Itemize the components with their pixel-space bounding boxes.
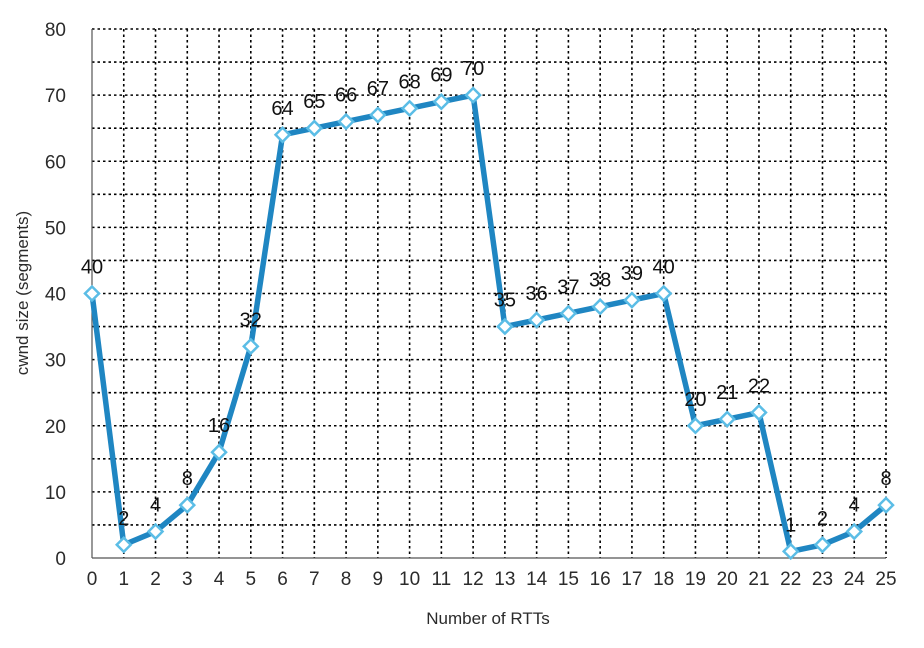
y-tick-label: 40 <box>45 285 66 306</box>
x-tick-label: 18 <box>653 569 674 590</box>
data-point-marker <box>496 317 514 336</box>
x-tick-label: 8 <box>341 569 352 590</box>
data-point-marker <box>781 542 800 561</box>
x-axis-ticks: 0 1 2 3 4 5 6 7 8 9 10 11 12 13 14 15 16 17 18 19 20 21 22 23 24… <box>87 569 897 590</box>
x-tick-label: 22 <box>780 569 801 590</box>
x-tick-label: 4 <box>214 569 225 590</box>
x-tick-label: 0 <box>87 569 98 590</box>
x-tick-label: 5 <box>246 569 257 590</box>
y-tick-label: 60 <box>45 152 66 173</box>
x-tick-label: 12 <box>463 569 484 590</box>
x-tick-label: 13 <box>494 569 515 590</box>
y-axis-ticks: 0 10 20 30 40 50 60 70 80 <box>45 20 66 570</box>
data-label: 69 <box>430 65 452 87</box>
data-label: 38 <box>589 270 611 292</box>
y-tick-label: 70 <box>45 86 66 107</box>
data-label: 1 <box>785 514 796 536</box>
data-point-marker <box>83 284 101 303</box>
data-point-marker <box>877 496 895 514</box>
data-label: 8 <box>182 468 193 490</box>
data-label: 21 <box>716 382 738 404</box>
data-label: 35 <box>494 290 516 312</box>
x-tick-label: 1 <box>118 569 129 590</box>
x-axis-title: Number of RTTs <box>426 609 549 628</box>
data-label: 68 <box>398 71 420 93</box>
data-label: 70 <box>462 58 484 80</box>
data-point-marker <box>559 304 578 323</box>
series-polyline <box>89 92 889 555</box>
x-tick-label: 16 <box>590 569 611 590</box>
data-label: 37 <box>557 276 579 298</box>
data-point-marker <box>623 291 641 309</box>
series-line <box>89 92 889 555</box>
data-point-marker <box>273 126 292 144</box>
data-label: 2 <box>817 508 828 530</box>
data-label: 39 <box>621 263 643 285</box>
x-tick-label: 11 <box>431 569 451 590</box>
data-label: 2 <box>118 508 129 530</box>
data-point-marker <box>369 106 387 124</box>
data-point-marker <box>845 522 864 541</box>
x-tick-label: 19 <box>685 569 706 590</box>
x-tick-label: 20 <box>717 569 738 590</box>
y-tick-label: 50 <box>45 218 66 239</box>
data-point-marker <box>718 410 736 428</box>
data-point-marker <box>400 99 419 118</box>
y-tick-label: 80 <box>45 20 66 41</box>
y-tick-label: 30 <box>45 351 66 372</box>
x-tick-label: 15 <box>558 569 579 590</box>
data-point-marker <box>178 496 197 514</box>
x-tick-label: 23 <box>812 569 833 590</box>
x-tick-label: 25 <box>875 569 896 590</box>
grid-lines <box>92 29 886 558</box>
data-label: 4 <box>849 495 860 517</box>
series-points <box>83 86 895 561</box>
x-tick-label: 9 <box>373 569 384 590</box>
data-label: 67 <box>367 78 389 100</box>
data-point-marker <box>432 92 451 111</box>
x-tick-label: 2 <box>150 569 161 590</box>
data-point-marker <box>464 86 482 104</box>
x-tick-label: 3 <box>182 569 193 590</box>
data-label: 8 <box>880 468 891 490</box>
x-tick-label: 7 <box>309 569 320 590</box>
data-label: 64 <box>271 98 293 120</box>
data-point-marker <box>337 112 355 131</box>
data-label: 32 <box>240 309 262 331</box>
data-label: 40 <box>653 257 675 279</box>
x-tick-label: 10 <box>399 569 420 590</box>
data-point-marker <box>686 416 705 435</box>
x-tick-label: 14 <box>526 569 548 590</box>
data-point-marker <box>654 284 673 303</box>
data-label: 16 <box>208 415 230 437</box>
data-point-marker <box>305 119 324 137</box>
x-tick-label: 24 <box>844 569 866 590</box>
data-label: 65 <box>303 91 325 113</box>
data-label: 20 <box>684 389 706 411</box>
data-label: 40 <box>81 257 103 279</box>
plot-frame <box>91 28 887 559</box>
x-tick-label: 21 <box>748 569 769 590</box>
x-tick-label: 17 <box>621 569 642 590</box>
data-point-marker <box>750 403 768 422</box>
data-point-marker <box>813 536 832 554</box>
data-point-marker <box>146 522 165 541</box>
y-tick-label: 20 <box>45 417 66 438</box>
data-point-marker <box>242 337 260 356</box>
data-label: 36 <box>526 283 548 305</box>
y-axis-title: cwnd size (segments) <box>13 211 32 375</box>
data-point-marker <box>527 311 546 329</box>
x-tick-label: 6 <box>277 569 288 590</box>
y-tick-label: 10 <box>45 483 66 504</box>
data-label: 4 <box>150 495 161 517</box>
data-point-marker <box>114 536 133 554</box>
y-tick-label: 0 <box>55 549 66 570</box>
data-label: 66 <box>335 85 357 107</box>
data-point-marker <box>591 297 609 316</box>
data-label: 22 <box>748 376 770 398</box>
data-point-marker <box>210 443 228 461</box>
